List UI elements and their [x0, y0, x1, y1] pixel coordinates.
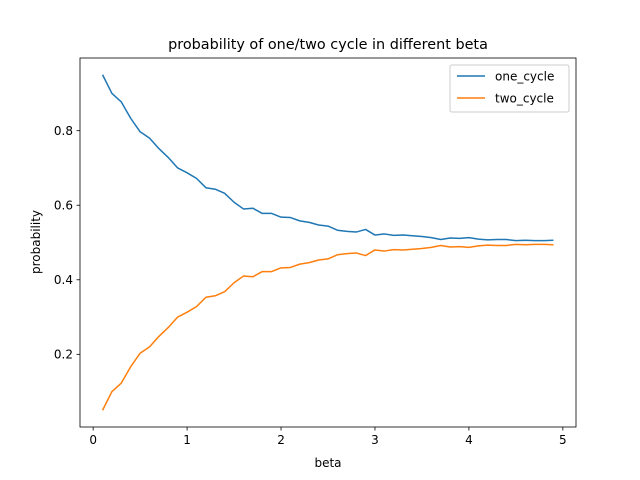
x-tick-label: 3	[371, 433, 379, 447]
y-axis-label: probability	[29, 210, 43, 274]
x-tick-label: 4	[465, 433, 473, 447]
x-axis: 0 1 2 3 4 5	[89, 427, 567, 447]
plot-frame	[79, 57, 577, 428]
series-layer	[101, 74, 554, 411]
y-tick-label: 0.2	[54, 348, 73, 362]
y-tick-label: 0.4	[54, 273, 73, 287]
series-line-one-cycle	[101, 74, 554, 242]
x-tick-label: 5	[559, 433, 567, 447]
series-line-two-cycle	[101, 243, 554, 411]
y-axis: 0.2 0.4 0.6 0.8	[54, 124, 80, 362]
x-tick-label: 0	[89, 433, 97, 447]
x-tick-label: 1	[183, 433, 191, 447]
y-tick-label: 0.8	[54, 124, 73, 138]
x-tick-label: 2	[277, 433, 285, 447]
legend: one_cycle two_cycle	[449, 64, 570, 113]
plot-area	[80, 58, 576, 427]
y-tick-label: 0.6	[54, 199, 73, 213]
legend-label-one-cycle: one_cycle	[495, 70, 554, 84]
legend-label-two-cycle: two_cycle	[495, 92, 554, 106]
x-axis-label: beta	[314, 456, 341, 470]
chart-title: probability of one/two cycle in differen…	[168, 37, 488, 53]
